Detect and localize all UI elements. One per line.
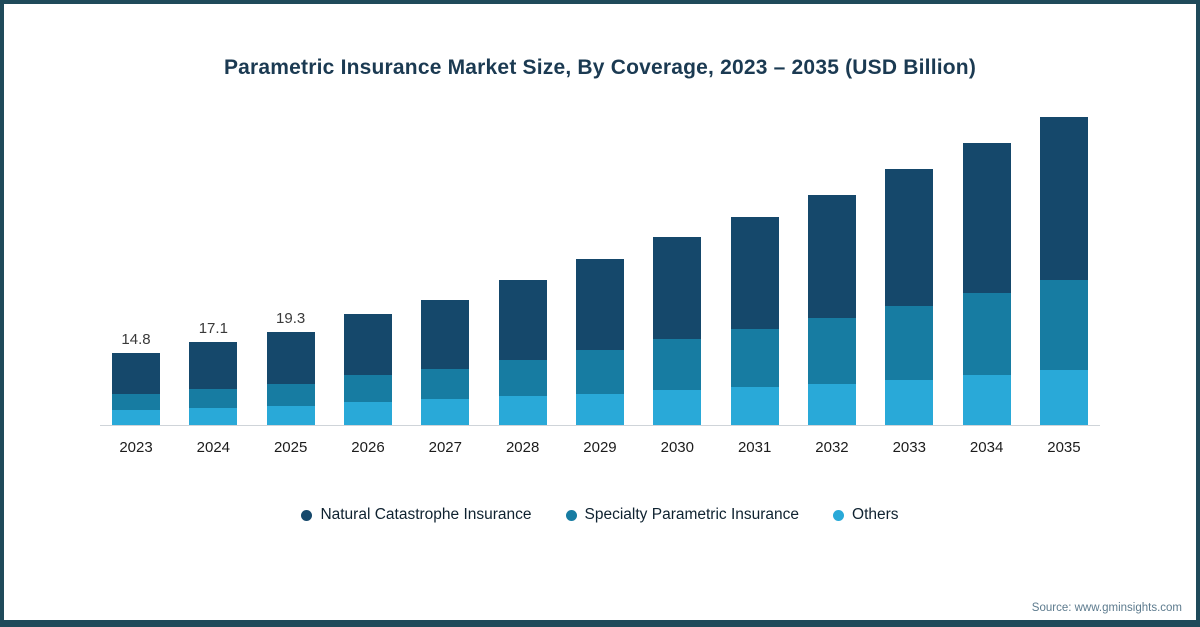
x-axis-label: 2032 (815, 439, 849, 456)
bar-column (498, 280, 547, 425)
bar-segment-others (1039, 369, 1088, 425)
bar-segment-specialty-parametric-insurance (266, 384, 315, 406)
bar-segment-natural-catastrophe-insurance (266, 331, 315, 385)
legend-dot-icon (301, 509, 313, 521)
bar-column (575, 259, 624, 425)
x-axis-label: 2028 (505, 439, 540, 456)
x-axis-label: 2026 (351, 439, 385, 456)
legend-label: Others (852, 506, 899, 523)
bar-segment-others (266, 405, 315, 425)
bar-segment-natural-catastrophe-insurance (962, 143, 1011, 293)
bar-segment-specialty-parametric-insurance (885, 305, 934, 380)
legend-label: Natural Catastrophe Insurance (320, 506, 532, 523)
bar-segment-natural-catastrophe-insurance (1039, 117, 1088, 280)
bar-segment-specialty-parametric-insurance (498, 359, 547, 397)
bar-segment-natural-catastrophe-insurance (575, 259, 624, 350)
bar-column (962, 143, 1011, 425)
x-axis-label: 2030 (660, 439, 694, 456)
bar-segment-others (653, 390, 702, 425)
legend-label: Specialty Parametric Insurance (584, 506, 800, 523)
source-attribution: Source: www.gminsights.com (1031, 602, 1182, 614)
bar-segment-natural-catastrophe-insurance (421, 300, 470, 369)
bar-segment-specialty-parametric-insurance (1039, 279, 1088, 370)
bar-segment-specialty-parametric-insurance (730, 329, 779, 388)
x-axis-label: 2035 (1047, 439, 1081, 456)
bar-column (421, 300, 470, 425)
bar-segment-others (421, 399, 470, 425)
bar-segment-natural-catastrophe-insurance (343, 313, 392, 376)
plot-area: 14.8 17.1 19.3 (100, 106, 1100, 426)
stacked-bar-chart: 14.8 17.1 19.3 2023 2024 2025 2026 2027 2028 202… (100, 106, 1100, 456)
x-axis-label: 2027 (428, 439, 462, 456)
bar-segment-others (498, 396, 547, 425)
legend-dot-icon (833, 509, 845, 521)
bar-segment-others (112, 409, 160, 425)
x-axis-label: 2024 (196, 439, 231, 456)
bar-segment-natural-catastrophe-insurance (189, 342, 238, 390)
bar-segment-specialty-parametric-insurance (653, 338, 702, 391)
x-axis-label: 2031 (737, 439, 772, 456)
bar-segment-natural-catastrophe-insurance (653, 236, 702, 339)
bar-column: 14.8 (112, 331, 160, 425)
bar-column (807, 194, 856, 425)
bar-segment-natural-catastrophe-insurance (112, 353, 160, 394)
bar-column (343, 313, 392, 425)
x-axis-label: 2033 (892, 439, 926, 456)
bar-segment-natural-catastrophe-insurance (498, 280, 547, 360)
bar-total-label: 14.8 (121, 331, 151, 349)
bar-segment-others (807, 384, 856, 425)
bar-column (1039, 117, 1088, 425)
legend-item-specialty-parametric: Specialty Parametric Insurance (565, 506, 800, 524)
bar-segment-specialty-parametric-insurance (343, 375, 392, 402)
bar-total-label: 19.3 (276, 309, 306, 327)
chart-legend: Natural Catastrophe Insurance Specialty … (4, 506, 1196, 524)
bar-segment-others (885, 379, 934, 425)
bar-segment-others (343, 401, 392, 425)
bar-total-label: 17.1 (198, 320, 228, 338)
chart-title: Parametric Insurance Market Size, By Cov… (223, 56, 977, 79)
x-axis-labels: 2023 2024 2025 2026 2027 2028 2029 2030 2031 2032… (100, 439, 1100, 456)
bar-segment-others (189, 407, 238, 425)
legend-item-others: Others (833, 506, 899, 524)
bar-segment-others (730, 387, 779, 425)
bar-column (885, 169, 934, 425)
bar-segment-others (575, 393, 624, 425)
bar-column: 19.3 (266, 309, 315, 425)
x-axis-label: 2034 (969, 439, 1004, 456)
bar-segment-natural-catastrophe-insurance (807, 194, 856, 319)
bar-segment-natural-catastrophe-insurance (730, 217, 779, 330)
bar-segment-specialty-parametric-insurance (807, 318, 856, 385)
bar-segment-specialty-parametric-insurance (421, 368, 470, 400)
bar-column (730, 217, 779, 425)
bar-segment-natural-catastrophe-insurance (885, 169, 934, 306)
bar-segment-specialty-parametric-insurance (112, 394, 160, 410)
legend-item-natural-catastrophe: Natural Catastrophe Insurance (301, 506, 532, 524)
x-axis-label: 2029 (583, 439, 617, 456)
x-axis-label: 2023 (119, 439, 153, 456)
legend-dot-icon (565, 509, 577, 521)
bar-segment-others (962, 375, 1011, 425)
bar-column: 17.1 (189, 320, 238, 425)
bar-segment-specialty-parametric-insurance (189, 389, 238, 408)
bar-segment-specialty-parametric-insurance (575, 349, 624, 394)
bar-column (653, 236, 702, 425)
x-axis-label: 2025 (273, 439, 308, 456)
bar-segment-specialty-parametric-insurance (962, 292, 1011, 376)
